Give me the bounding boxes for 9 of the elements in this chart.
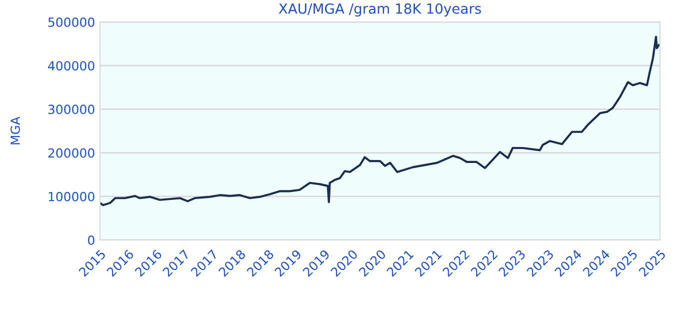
y-tick-label: 0 — [88, 235, 94, 245]
chart-title: XAU/MGA /gram 18K 10years — [278, 3, 481, 17]
y-axis-title: MGA — [10, 116, 20, 144]
y-tick-label: 200000 — [48, 148, 94, 158]
y-tick-label: 300000 — [48, 104, 94, 114]
y-tick-label: 500000 — [48, 17, 94, 27]
y-tick-label: 400000 — [48, 61, 94, 71]
line-series — [100, 36, 660, 206]
y-tick-label: 100000 — [48, 192, 94, 202]
